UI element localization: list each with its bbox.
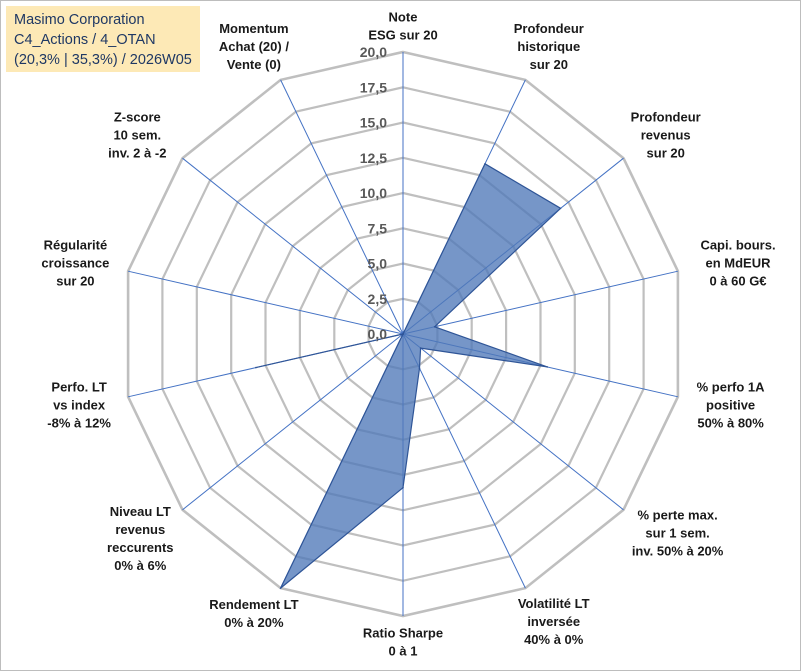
tick-labels: 0,0 2,5 5,0 7,5 10,0 12,5 15,0 17,5 20,0	[360, 44, 387, 342]
axis-label-4: % perfo 1A positive 50% à 80%	[697, 380, 766, 431]
tick-label-1: 2,5	[368, 291, 388, 307]
portfolio-label: C4_Actions / 4_OTAN	[14, 32, 156, 48]
axis-label-6-line-0: Volatilité LT	[518, 596, 590, 611]
axis-label-8-line-0: Rendement LT	[209, 597, 298, 612]
axis-label-10-line-1: vs index	[53, 398, 106, 413]
axis-label-9: Niveau LT revenus reccurents 0% à 6%	[107, 504, 173, 573]
axis-label-11-line-1: croissance	[41, 256, 109, 271]
axis-label-0-line-1: ESG sur 20	[368, 28, 437, 43]
axis-label-12: Z-score 10 sem. inv. 2 à -2	[108, 110, 166, 161]
axis-label-2: Profondeur revenus sur 20	[631, 110, 701, 161]
axis-label-6-line-2: 40% à 0%	[524, 632, 584, 647]
data-point-4	[546, 366, 549, 368]
axis-label-0-line-0: Note	[389, 10, 418, 25]
data-point-7	[402, 486, 404, 489]
tick-label-3: 7,5	[368, 220, 388, 236]
axis-label-3: Capi. bours. en MdEUR 0 à 60 G€	[700, 238, 775, 289]
axis-label-12-line-1: 10 sem.	[113, 128, 161, 143]
tick-label-6: 15,0	[360, 115, 387, 131]
axis-label-9-line-2: reccurents	[107, 540, 173, 555]
data-point-13	[402, 333, 404, 335]
axis-label-9-line-1: revenus	[115, 522, 165, 537]
data-point-2	[559, 207, 562, 210]
tick-label-0: 0,0	[368, 326, 388, 342]
axis-label-12-line-2: inv. 2 à -2	[108, 146, 166, 161]
data-point-3	[433, 326, 436, 328]
axis-label-1: Profondeur historique sur 20	[514, 21, 584, 72]
axis-label-5-line-0: % perte max.	[637, 507, 717, 522]
series-area-0	[255, 163, 562, 589]
axis-label-11-line-2: sur 20	[56, 274, 94, 289]
axis-label-1-line-0: Profondeur	[514, 21, 584, 36]
axis-label-10-line-0: Perfo. LT	[51, 380, 106, 395]
data-point-6	[418, 367, 421, 370]
tick-label-8: 20,0	[360, 44, 387, 60]
axis-label-11: Régularité croissance sur 20	[41, 238, 109, 289]
axis-label-2-line-1: revenus	[641, 128, 691, 143]
spoke-11	[127, 270, 404, 335]
axis-label-13: Momentum Achat (20) / Vente (0)	[219, 21, 289, 72]
axis-label-13-line-1: Achat (20) /	[219, 39, 289, 54]
axis-label-7-line-0: Ratio Sharpe	[363, 626, 443, 641]
axis-label-10-line-2: -8% à 12%	[47, 416, 111, 431]
axis-label-5: % perte max. sur 1 sem. inv. 50% à 20%	[632, 507, 724, 558]
tick-label-4: 10,0	[360, 185, 387, 201]
data-point-10	[255, 366, 257, 369]
data-point-1	[484, 163, 486, 165]
series-layer	[255, 163, 562, 589]
tick-label-7: 17,5	[360, 79, 387, 95]
axis-label-3-line-1: en MdEUR	[706, 256, 772, 271]
axis-label-1-line-1: historique	[517, 39, 580, 54]
axis-label-9-line-0: Niveau LT	[110, 504, 171, 519]
axis-label-5-line-1: sur 1 sem.	[645, 525, 709, 540]
spoke-5	[402, 333, 624, 511]
data-point-8	[279, 587, 282, 589]
axis-label-6-line-1: inversée	[527, 614, 580, 629]
axis-label-9-line-3: 0% à 6%	[114, 558, 166, 573]
spoke-3	[402, 270, 679, 335]
axis-label-3-line-2: 0 à 60 G€	[709, 274, 766, 289]
axis-label-6: Volatilité LT inversée 40% à 0%	[518, 596, 590, 647]
axis-label-4-line-0: % perfo 1A	[697, 380, 766, 395]
spoke-9	[182, 333, 404, 511]
axis-label-8-line-1: 0% à 20%	[224, 615, 284, 630]
axis-label-3-line-0: Capi. bours.	[700, 238, 775, 253]
axis-label-4-line-2: 50% à 80%	[697, 416, 764, 431]
axis-label-7-line-1: 0 à 1	[389, 644, 418, 659]
spoke-13	[280, 79, 404, 335]
info-box: Masimo Corporation C4_Actions / 4_OTAN (…	[6, 6, 200, 72]
axis-label-2-line-2: sur 20	[647, 146, 685, 161]
axis-label-7: Ratio Sharpe 0 à 1	[363, 626, 443, 659]
axis-label-13-line-2: Vente (0)	[227, 57, 281, 72]
axis-label-13-line-0: Momentum	[219, 21, 288, 36]
axis-label-1-line-2: sur 20	[530, 57, 568, 72]
tick-label-5: 12,5	[360, 150, 387, 166]
axis-label-2-line-0: Profondeur	[631, 110, 701, 125]
axis-label-10: Perfo. LT vs index -8% à 12%	[47, 380, 111, 431]
axis-labels: Note ESG sur 20 Profondeur historique sur 20…	[41, 10, 775, 659]
axis-label-5-line-2: inv. 50% à 20%	[632, 543, 724, 558]
company-name: Masimo Corporation	[14, 12, 145, 28]
axis-label-8: Rendement LT 0% à 20%	[209, 597, 298, 630]
tick-label-2: 5,0	[368, 256, 388, 272]
stats-label: (20,3% | 35,3%) / 2026W05	[14, 52, 192, 68]
axis-label-4-line-1: positive	[706, 398, 755, 413]
spoke-12	[182, 157, 404, 335]
axis-label-0: Note ESG sur 20	[368, 10, 437, 43]
spoke-6	[402, 333, 526, 589]
axis-label-11-line-0: Régularité	[44, 238, 108, 253]
data-point-5	[419, 347, 422, 349]
axis-label-12-line-0: Z-score	[114, 110, 161, 125]
